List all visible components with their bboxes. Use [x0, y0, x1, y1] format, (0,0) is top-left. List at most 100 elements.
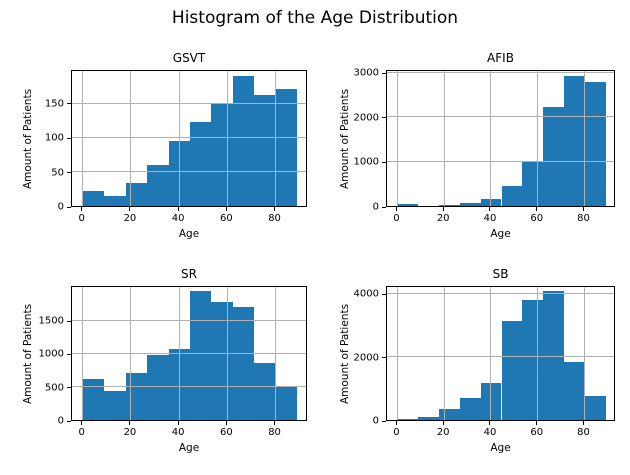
x-tick-label: 80	[268, 427, 281, 438]
x-tick-mark	[274, 207, 276, 211]
histogram-bar	[459, 398, 481, 420]
x-tick-label: 60	[530, 427, 544, 438]
plot-area	[71, 286, 307, 421]
grid-line-horizontal	[72, 352, 306, 354]
x-tick-mark	[583, 207, 585, 211]
histogram-bar	[563, 75, 585, 206]
grid-line-vertical	[490, 71, 492, 206]
y-tick-label: 3000	[353, 67, 379, 79]
y-tick-mark	[382, 420, 386, 422]
subplot-title: AFIB	[487, 51, 514, 65]
y-tick-mark	[67, 320, 71, 322]
x-tick-label: 80	[268, 213, 281, 224]
y-tick-label: 0	[372, 201, 379, 213]
x-axis-label: Age	[490, 228, 511, 240]
x-tick-label: 20	[436, 427, 450, 438]
y-tick-mark	[382, 72, 386, 74]
y-axis-label: Amount of Patients	[339, 303, 351, 404]
histogram-bar	[563, 362, 585, 420]
y-tick-label: 2000	[353, 352, 379, 363]
y-tick-mark	[67, 387, 71, 389]
y-tick-label: 0	[57, 415, 64, 427]
histogram-bar	[82, 190, 105, 206]
x-axis-label: Age	[178, 228, 200, 240]
plot-area	[386, 286, 615, 421]
x-tick-mark	[274, 421, 276, 425]
subplot-title: GSVT	[172, 51, 206, 65]
y-tick-label: 1000	[353, 156, 379, 168]
y-axis-label: Amount of Patients	[22, 88, 34, 189]
x-tick-mark	[395, 207, 397, 211]
grid-line-vertical	[443, 287, 445, 420]
x-tick-label: 60	[219, 213, 233, 224]
subplot-title: SB	[492, 267, 509, 281]
y-axis-label: Amount of Patients	[339, 88, 351, 189]
y-tick-mark	[382, 161, 386, 163]
grid-line-vertical	[396, 71, 398, 206]
x-tick-label: 60	[530, 213, 544, 224]
grid-line-horizontal	[387, 292, 614, 294]
y-tick-label: 2000	[353, 112, 379, 124]
grid-line-horizontal	[72, 136, 306, 138]
y-tick-label: 150	[44, 98, 64, 110]
y-tick-label: 1000	[38, 348, 64, 360]
x-tick-label: 0	[393, 213, 400, 224]
y-tick-mark	[382, 293, 386, 295]
x-tick-label: 40	[483, 213, 497, 224]
x-tick-mark	[81, 421, 83, 425]
y-tick-mark	[382, 206, 386, 208]
y-tick-mark	[67, 206, 71, 208]
x-tick-label: 40	[171, 427, 185, 438]
histogram-bar	[147, 354, 169, 420]
x-tick-label: 40	[171, 213, 185, 224]
grid-line-horizontal	[72, 171, 306, 173]
grid-line-vertical	[537, 71, 539, 206]
x-tick-label: 20	[123, 427, 137, 438]
grid-line-vertical	[537, 287, 539, 420]
grid-line-vertical	[130, 71, 132, 206]
histogram-bar	[190, 122, 212, 206]
grid-line-horizontal	[387, 160, 614, 162]
x-tick-label: 0	[393, 427, 400, 438]
y-tick-label: 0	[57, 201, 64, 213]
histogram-bar	[104, 390, 126, 420]
histogram-bar	[584, 395, 606, 420]
histogram-bar	[275, 89, 298, 206]
grid-line-vertical	[396, 287, 398, 420]
y-tick-mark	[382, 117, 386, 119]
histogram-bar	[254, 362, 276, 420]
y-tick-mark	[67, 353, 71, 355]
grid-line-horizontal	[72, 102, 306, 104]
grid-line-horizontal	[72, 319, 306, 321]
x-tick-label: 80	[577, 427, 590, 438]
x-axis-label: Age	[178, 442, 200, 454]
histogram-bar	[459, 202, 481, 206]
y-tick-label: 0	[372, 415, 379, 427]
y-tick-mark	[67, 103, 71, 105]
histogram-bar	[543, 291, 564, 420]
histogram-bar	[501, 321, 523, 420]
x-tick-mark	[129, 421, 131, 425]
x-tick-mark	[129, 207, 131, 211]
y-tick-label: 50	[51, 167, 64, 179]
x-tick-mark	[81, 207, 83, 211]
grid-line-vertical	[584, 287, 586, 420]
x-tick-mark	[177, 421, 179, 425]
grid-line-horizontal	[387, 71, 614, 73]
x-axis-label: Age	[490, 442, 511, 454]
grid-line-vertical	[490, 287, 492, 420]
x-tick-mark	[442, 421, 444, 425]
x-tick-label: 0	[78, 213, 85, 224]
grid-line-vertical	[275, 71, 277, 206]
y-tick-mark	[67, 420, 71, 422]
y-tick-mark	[67, 137, 71, 139]
grid-line-vertical	[226, 71, 228, 206]
x-tick-label: 60	[219, 427, 233, 438]
histogram-bar	[439, 204, 460, 206]
y-tick-label: 4000	[353, 288, 379, 300]
histogram-bar	[232, 306, 255, 420]
histogram-bar	[254, 94, 276, 206]
histogram-bar	[275, 386, 298, 420]
grid-line-horizontal	[387, 356, 614, 358]
